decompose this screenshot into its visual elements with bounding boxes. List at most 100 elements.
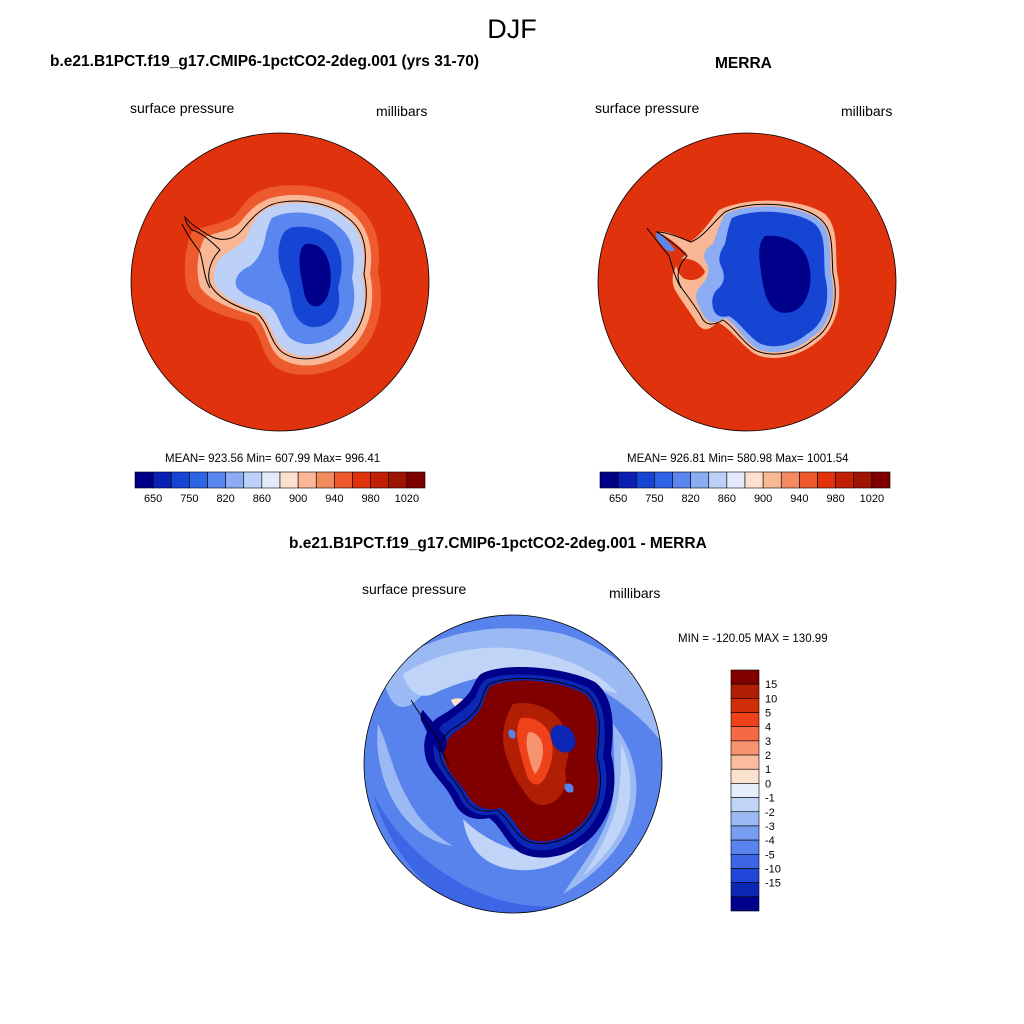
panel-3-stats: MIN = -120.05 MAX = 130.99 (678, 633, 828, 645)
colorbar-swatch (730, 797, 760, 813)
colorbar-tick-label: 4 (765, 722, 771, 734)
panel-3-variable-label: surface pressure (362, 581, 467, 597)
band-minus-1-bottom (463, 819, 588, 871)
ross-neg-embayment (550, 725, 576, 753)
page-title: DJF (487, 14, 537, 44)
panel-1-units-label: millibars (376, 103, 428, 119)
colorbar-swatch (730, 825, 760, 841)
colorbar-swatch (730, 868, 760, 883)
colorbar-swatch (730, 698, 760, 713)
colorbar-tick-label: -3 (765, 821, 775, 833)
interior-neg-spot-1 (508, 729, 516, 739)
panel-2-units-label: millibars (841, 103, 893, 119)
map-border (130, 132, 430, 432)
colorbar-swatch (334, 471, 353, 489)
colorbar-swatch (352, 471, 371, 489)
colorbar-swatch (853, 471, 873, 489)
colorbar-swatch (134, 471, 154, 489)
colorbar-swatch (871, 471, 891, 489)
colorbar-swatch (152, 471, 172, 489)
colorbar-tick-label: -1 (765, 793, 775, 805)
colorbar-swatch (170, 471, 190, 489)
peninsula-neg (420, 710, 447, 753)
colorbar-tick-label: 1020 (860, 493, 884, 505)
colorbar-tick-label: -5 (765, 849, 775, 861)
colorbar-swatch (690, 471, 710, 489)
contour-650 (759, 235, 811, 313)
colorbar-tick-label: 820 (681, 493, 699, 505)
merra-polar-map (597, 132, 897, 432)
peninsula-low (656, 232, 675, 252)
colorbar-tick-label: 980 (826, 493, 844, 505)
colorbar-swatch (708, 471, 728, 489)
panel-2-title: MERRA (715, 55, 772, 72)
colorbar-swatch (726, 471, 746, 489)
panel-2-stats: MEAN= 926.81 Min= 580.98 Max= 1001.54 (627, 453, 849, 465)
colorbar-tick-label: 650 (144, 493, 162, 505)
colorbar-swatch (207, 471, 226, 489)
colorbar-swatch (730, 712, 760, 728)
colorbar-tick-label: 860 (253, 493, 271, 505)
colorbar-tick-label: 0 (765, 778, 771, 790)
colorbar-tick-label: 940 (790, 493, 808, 505)
colorbar-swatch (730, 768, 760, 784)
colorbar-swatch (279, 471, 299, 489)
colorbar-swatch (730, 882, 760, 898)
colorbar-swatch (730, 896, 760, 912)
panel-1-variable-label: surface pressure (130, 100, 235, 116)
colorbar-tick-label: -10 (765, 863, 781, 875)
colorbar-swatch (406, 471, 426, 489)
panel-1-stats: MEAN= 923.56 Min= 607.99 Max= 996.41 (165, 453, 381, 465)
colorbar-tick-label: 10 (765, 693, 777, 705)
colorbar-swatch (261, 471, 281, 489)
colorbar-swatch (730, 811, 760, 827)
colorbar-tick-label: 1 (765, 764, 771, 776)
colorbar-swatch (762, 471, 782, 489)
colorbar-tick-label: 860 (718, 493, 736, 505)
peninsula-coast (646, 227, 682, 289)
colorbar-tick-label: 3 (765, 736, 771, 748)
colorbar-swatch (730, 783, 760, 798)
colorbar-swatch (654, 471, 673, 489)
map-border (363, 614, 663, 914)
colorbar-swatch (730, 754, 760, 770)
panel-1-colorbar: 650 750 820 860 900 940 980 1020 (134, 471, 426, 505)
peninsula-highs (676, 258, 705, 280)
colorbar-swatch (780, 471, 800, 489)
map-border (597, 132, 897, 432)
panel-3-units-label: millibars (609, 585, 661, 601)
band-minus-4-lower (373, 794, 573, 913)
colorbar-swatch (730, 839, 760, 855)
band-minus-1-right (583, 744, 631, 876)
colorbar-tick-label: 650 (609, 493, 627, 505)
colorbar-tick-label: -2 (765, 807, 775, 819)
colorbar-swatch (817, 471, 836, 489)
colorbar-tick-label: 750 (180, 493, 198, 505)
model-polar-map (130, 132, 430, 432)
colorbar-tick-label: 1020 (395, 493, 419, 505)
colorbar-swatch (730, 683, 760, 699)
panel-1-title: b.e21.B1PCT.f19_g17.CMIP6-1pctCO2-2deg.0… (50, 53, 480, 70)
colorbar-tick-label: 15 (765, 679, 777, 691)
difference-polar-map (363, 614, 663, 914)
colorbar-swatch (297, 471, 317, 489)
colorbar-swatch (835, 471, 855, 489)
interior-plus-2 (526, 732, 543, 774)
colorbar-tick-label: 900 (754, 493, 772, 505)
colorbar-swatch (730, 669, 760, 685)
colorbar-swatch (730, 853, 760, 869)
peninsula-coast (181, 223, 211, 289)
colorbar-tick-label: 2 (765, 750, 771, 762)
colorbar-swatch (370, 471, 390, 489)
colorbar-swatch (617, 471, 637, 489)
colorbar-swatch (225, 471, 245, 489)
colorbar-swatch (243, 471, 263, 489)
colorbar-tick-label: 900 (289, 493, 307, 505)
colorbar-swatch (730, 726, 760, 742)
band-minus-2-left (377, 724, 453, 846)
colorbar-tick-label: 980 (361, 493, 379, 505)
panel-2-variable-label: surface pressure (595, 100, 700, 116)
contour-650 (299, 243, 331, 307)
colorbar-swatch (672, 471, 691, 489)
